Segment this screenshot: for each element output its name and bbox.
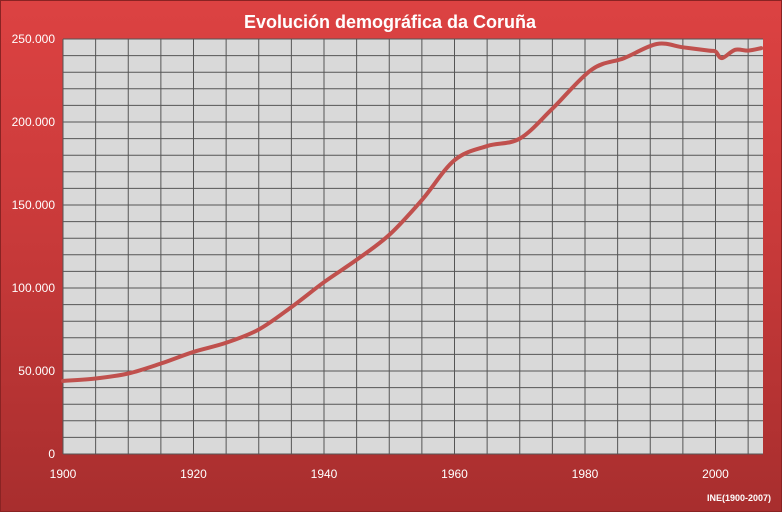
gridlines bbox=[62, 38, 763, 455]
source-note: INE(1900-2007) bbox=[707, 493, 771, 503]
plot-area bbox=[63, 39, 763, 454]
y-tick-label: 100.000 bbox=[12, 281, 56, 295]
series-line bbox=[61, 41, 764, 383]
y-tick-label: 0 bbox=[48, 447, 55, 461]
y-axis: 0 50.000 100.000 150.000 200.000 250.000 bbox=[12, 32, 56, 461]
x-tick-label: 1980 bbox=[572, 467, 599, 481]
chart-title: Evolución demográfica da Coruña bbox=[244, 12, 537, 32]
x-tick-label: 1900 bbox=[50, 467, 77, 481]
x-tick-label: 1920 bbox=[180, 467, 207, 481]
x-tick-label: 1960 bbox=[441, 467, 468, 481]
y-tick-label: 150.000 bbox=[12, 198, 56, 212]
y-tick-label: 200.000 bbox=[12, 115, 56, 129]
y-tick-label: 50.000 bbox=[18, 364, 55, 378]
y-tick-label: 250.000 bbox=[12, 32, 56, 46]
x-axis: 1900 1920 1940 1960 1980 2000 bbox=[50, 467, 730, 481]
x-tick-label: 1940 bbox=[311, 467, 338, 481]
x-tick-label: 2000 bbox=[702, 467, 729, 481]
